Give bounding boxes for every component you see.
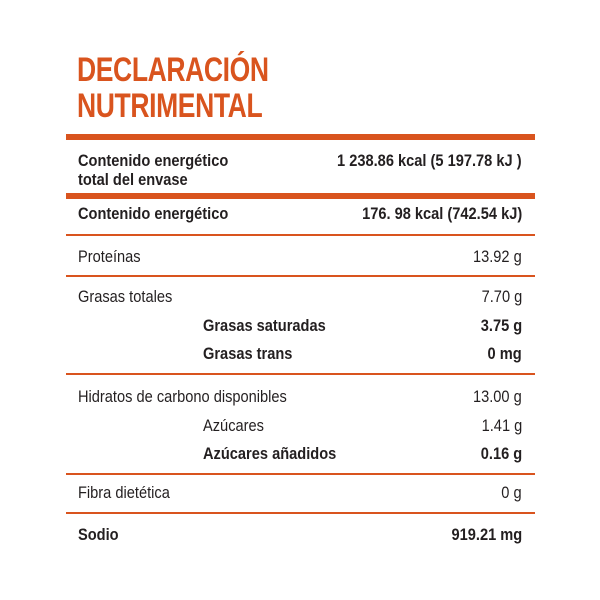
fat-value: 7.70 g (481, 287, 522, 306)
title-line-2: NUTRIMENTAL (77, 87, 263, 125)
carbs-label: Hidratos de carbono disponibles (78, 387, 287, 406)
energy-bottom-divider (66, 234, 535, 236)
sat-fat-value: 3.75 g (480, 316, 522, 335)
fiber-label: Fibra dietética (78, 483, 170, 502)
fiber-value: 0 g (501, 483, 522, 502)
trans-fat-value: 0 mg (487, 344, 522, 363)
sat-fat-label: Grasas saturadas (203, 316, 326, 335)
carbs-divider (66, 473, 535, 475)
energy-total-value: 1 238.86 kcal (5 197.78 kJ ) (337, 151, 522, 170)
top-divider (66, 134, 535, 140)
protein-value: 13.92 g (473, 247, 522, 266)
carbs-value: 13.00 g (473, 387, 522, 406)
energy-value: 176. 98 kcal (742.54 kJ) (361, 204, 522, 223)
trans-fat-label: Grasas trans (203, 344, 293, 363)
energy-total-label: Contenido energético total del envase (78, 151, 228, 189)
protein-label: Proteínas (78, 247, 141, 266)
label-title: DECLARACIÓN NUTRIMENTAL (77, 52, 269, 124)
sodium-value: 919.21 mg (451, 525, 522, 544)
added-sugars-label: Azúcares añadidos (203, 444, 337, 463)
added-sugars-value: 0.16 g (480, 444, 522, 463)
title-line-1: DECLARACIÓN (77, 51, 269, 89)
sodium-label: Sodio (78, 525, 119, 544)
sugars-value: 1.41 g (481, 416, 522, 435)
fat-label: Grasas totales (78, 287, 173, 306)
energy-total-row: Contenido energético total del envase 1 … (78, 151, 522, 191)
energy-total-label-line-1: Contenido energético (78, 151, 229, 170)
sugars-label: Azúcares (203, 416, 264, 435)
energy-total-label-line-2: total del envase (78, 170, 188, 189)
protein-divider (66, 275, 535, 277)
fat-divider (66, 373, 535, 375)
energy-label: Contenido energético (78, 204, 229, 223)
fiber-divider (66, 512, 535, 514)
energy-divider (66, 193, 535, 199)
